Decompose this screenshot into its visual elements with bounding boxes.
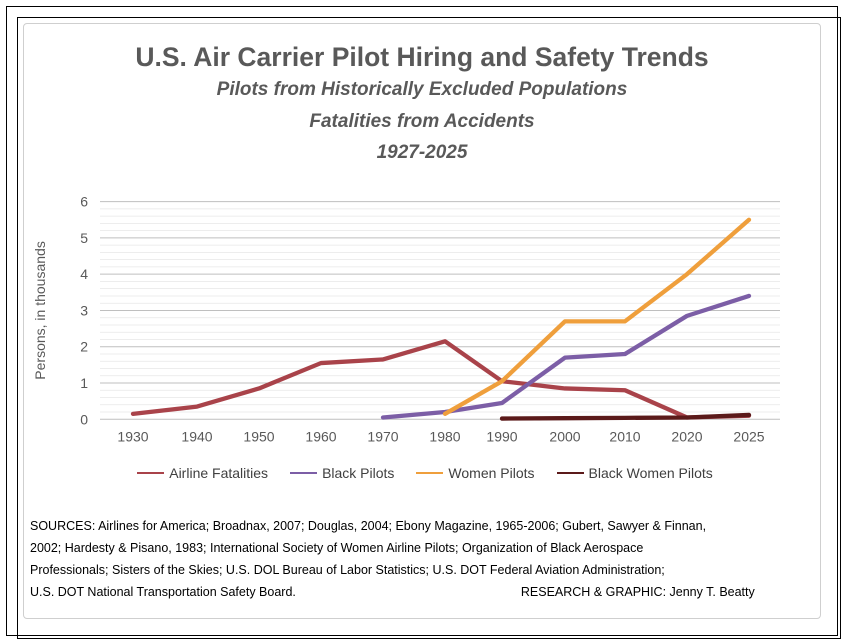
svg-text:1930: 1930 [117, 428, 148, 444]
svg-text:1960: 1960 [305, 428, 336, 444]
svg-text:1: 1 [80, 375, 88, 391]
svg-text:1980: 1980 [429, 428, 460, 444]
svg-text:1990: 1990 [486, 428, 517, 444]
svg-text:1950: 1950 [243, 428, 274, 444]
svg-text:2025: 2025 [733, 428, 764, 444]
svg-text:2020: 2020 [671, 428, 702, 444]
svg-text:2: 2 [80, 339, 88, 355]
svg-text:Persons, in thousands: Persons, in thousands [32, 241, 48, 380]
svg-text:2010: 2010 [609, 428, 640, 444]
svg-text:1940: 1940 [181, 428, 212, 444]
svg-text:4: 4 [80, 266, 88, 282]
svg-text:5: 5 [80, 230, 88, 246]
svg-text:3: 3 [80, 302, 88, 318]
svg-text:0: 0 [80, 411, 88, 427]
svg-text:1970: 1970 [367, 428, 398, 444]
svg-text:2000: 2000 [549, 428, 580, 444]
svg-text:6: 6 [80, 194, 88, 210]
